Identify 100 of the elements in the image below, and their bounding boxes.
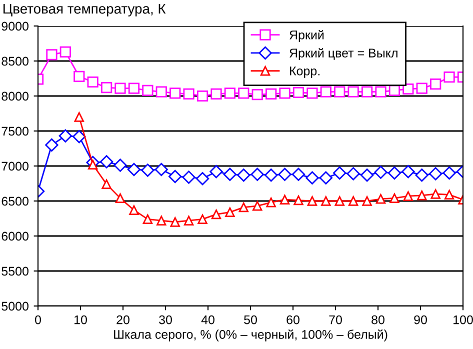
point [46, 49, 58, 60]
point [60, 46, 71, 58]
point [348, 196, 358, 206]
x-tick-label: 60 [286, 315, 300, 324]
x-tick-label: 100 [454, 315, 473, 324]
point [183, 88, 194, 100]
x-tick-label: 30 [159, 315, 172, 324]
y-tick-label: 7500 [2, 126, 28, 136]
point [252, 201, 262, 211]
point [114, 82, 126, 94]
point [210, 88, 222, 100]
point [182, 170, 196, 184]
point [280, 194, 290, 204]
point [442, 166, 456, 180]
point [142, 84, 154, 96]
point [210, 165, 223, 178]
point [196, 172, 210, 186]
point [141, 164, 154, 177]
point [198, 214, 208, 224]
point [156, 216, 166, 226]
legend-label: Корр. [290, 66, 320, 78]
point [334, 86, 346, 98]
x-tick-label: 40 [201, 315, 214, 324]
point [87, 76, 98, 88]
point [100, 155, 114, 168]
point [170, 217, 180, 227]
point [45, 138, 58, 152]
point [154, 162, 168, 176]
point [196, 90, 208, 102]
point [430, 78, 442, 90]
y-tick-label: 8000 [2, 92, 28, 101]
point [114, 158, 127, 172]
point [156, 86, 167, 98]
point [128, 82, 140, 94]
point [237, 168, 250, 182]
legend-label: Яркий [290, 30, 324, 42]
point [362, 196, 372, 206]
point [102, 179, 112, 190]
x-tick-label: 50 [244, 315, 257, 324]
point [306, 171, 319, 184]
y-tick-label: 7000 [2, 162, 28, 171]
point [319, 171, 332, 184]
point [238, 88, 250, 99]
point [142, 214, 153, 224]
x-axis-title: Шкала серого, % (0% – черный, 100% – белый) [114, 329, 388, 342]
point [168, 170, 182, 184]
x-tick-label: 80 [372, 315, 384, 324]
point [416, 82, 428, 94]
point [278, 168, 292, 181]
point [390, 193, 400, 204]
point [402, 83, 414, 95]
y-tick-label: 8500 [2, 56, 28, 66]
point [294, 195, 304, 206]
point [430, 189, 440, 199]
point [74, 70, 85, 82]
x-tick-label: 70 [329, 315, 342, 324]
point [264, 168, 278, 182]
point [375, 86, 386, 98]
point [292, 86, 304, 98]
point [223, 168, 237, 181]
point [266, 88, 277, 100]
y-tick-label: 6500 [2, 196, 28, 206]
point [127, 162, 141, 176]
point [307, 196, 318, 206]
point [58, 129, 72, 142]
x-tick-label: 90 [414, 315, 427, 324]
point [306, 88, 318, 99]
legend-label: Яркий цвет = Выкл [290, 48, 398, 60]
point [348, 86, 359, 98]
point [266, 198, 276, 208]
point [72, 130, 86, 144]
point [292, 168, 306, 181]
point [415, 168, 428, 182]
y-axis-title: Цветовая температура, К [4, 4, 166, 16]
point [252, 89, 263, 100]
point [417, 190, 427, 200]
y-tick-label: 9000 [2, 22, 28, 31]
point [100, 82, 112, 94]
point [115, 193, 126, 204]
point [429, 167, 442, 180]
point [388, 84, 400, 96]
x-tick-label: 10 [74, 315, 87, 324]
point [238, 202, 249, 212]
point [320, 86, 332, 98]
point [224, 88, 236, 99]
y-tick-label: 6000 [2, 232, 28, 241]
point [321, 196, 331, 206]
x-tick-label: 0 [35, 315, 41, 324]
point [170, 88, 181, 99]
y-tick-label: 5000 [2, 302, 28, 311]
point [225, 207, 235, 218]
point [403, 191, 414, 201]
point [88, 160, 98, 170]
point [374, 166, 388, 179]
point [361, 86, 373, 98]
point [346, 167, 360, 180]
y-tick-label: 5500 [2, 266, 28, 276]
point [360, 168, 374, 182]
point [402, 165, 415, 178]
point [279, 88, 290, 99]
